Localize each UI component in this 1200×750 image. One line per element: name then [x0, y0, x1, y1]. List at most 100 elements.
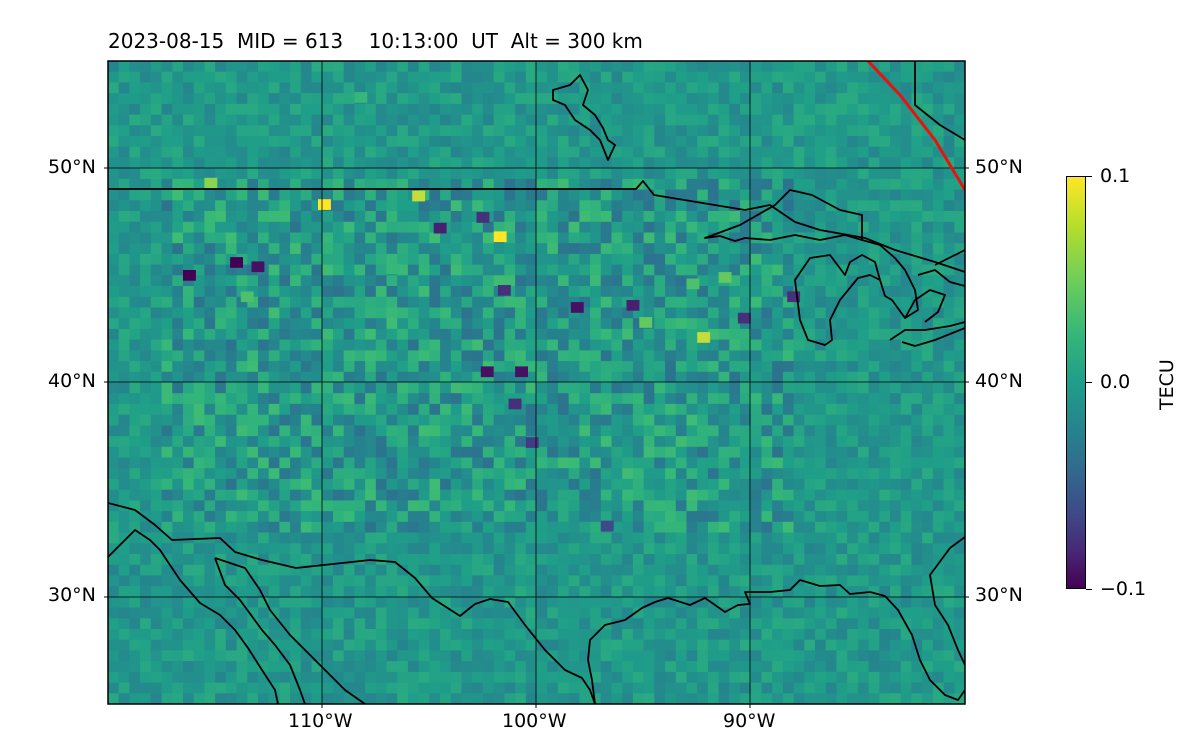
tec-cell [643, 146, 655, 158]
tec-cell [300, 543, 313, 555]
tec-cell [729, 650, 741, 662]
tec-cell [407, 521, 420, 534]
title-time: 10:13:00 UT [368, 29, 498, 53]
tec-cell [493, 693, 505, 704]
tec-cell [204, 307, 216, 319]
tec-hotspot [697, 332, 711, 343]
tec-cell [397, 607, 409, 619]
tec-cell [686, 586, 698, 598]
tec-cell [386, 371, 398, 384]
tec-cell [868, 243, 880, 255]
tec-cell [836, 554, 848, 566]
tec-cell [815, 350, 827, 362]
tec-cell [836, 671, 848, 684]
tec-cell [804, 296, 816, 309]
tec-cell [204, 275, 216, 287]
tec-cell [365, 275, 377, 287]
tec-cell [129, 554, 141, 566]
terminator-line [866, 61, 965, 191]
tec-cell [258, 168, 270, 180]
tec-cell [590, 253, 602, 266]
tec-cell [204, 168, 216, 180]
tec-cell [472, 189, 484, 201]
tec-cell [118, 318, 130, 330]
tec-cell [311, 425, 323, 437]
tec-cell [300, 339, 313, 351]
tec-cell [568, 168, 580, 180]
tec-cell [654, 629, 666, 641]
tec-cell [815, 264, 827, 276]
tec-cell [150, 596, 163, 609]
tec-cell [815, 221, 827, 234]
tec-cell [922, 511, 934, 523]
tec-cell [911, 136, 923, 148]
tec-cell [333, 93, 345, 105]
tec-cell [922, 328, 934, 341]
tec-cell [815, 596, 827, 609]
tec-cell [343, 253, 355, 266]
tec-cell [557, 211, 570, 223]
tec-cell [665, 618, 677, 630]
tec-cell [450, 168, 463, 180]
tec-cell [279, 146, 291, 158]
tec-cell [868, 489, 880, 501]
tec-cell [225, 307, 238, 319]
tec-cell [622, 382, 634, 394]
tec-cell [440, 243, 452, 255]
tec-cell [375, 178, 388, 191]
tec-cell [161, 200, 173, 212]
tec-cell [150, 575, 163, 587]
tec-cell [879, 318, 891, 330]
tec-cell [782, 275, 795, 287]
tec-cell [129, 564, 141, 576]
tec-cell [654, 607, 666, 619]
tec-cell [643, 661, 655, 673]
tec-cell [140, 189, 152, 201]
tec-cell [782, 532, 795, 544]
tec-cell [161, 211, 173, 223]
tec-cell [268, 661, 280, 673]
tec-cell [611, 457, 623, 469]
tec-cell [643, 296, 655, 309]
tec-hotspot [508, 398, 522, 410]
tec-cell [718, 286, 730, 298]
tec-cell [611, 318, 623, 330]
tec-cell [440, 82, 452, 94]
tec-cell [525, 125, 538, 137]
tec-cell [772, 114, 784, 126]
tec-cell [772, 221, 784, 234]
tec-cell [204, 468, 216, 480]
tec-cell [740, 61, 752, 73]
tec-cell [343, 457, 355, 469]
tec-cell [108, 671, 120, 684]
tec-cell [290, 436, 302, 448]
tec-cell [333, 414, 345, 426]
tec-cell [686, 532, 698, 544]
tec-cell [258, 414, 270, 426]
tec-cell [386, 468, 398, 480]
tec-cell [825, 596, 837, 609]
tec-cell [804, 532, 816, 544]
tec-cell [665, 71, 677, 83]
tec-cell [290, 168, 302, 180]
tec-cell [879, 661, 891, 673]
tec-cell [622, 82, 634, 94]
coastlines-borders [108, 61, 965, 704]
tec-cell [515, 554, 527, 566]
tec-cell [804, 478, 816, 491]
tec-cell [247, 275, 259, 287]
tec-cell [322, 575, 334, 587]
tec-cell [183, 82, 195, 94]
tec-cell [247, 586, 259, 598]
tec-cell [193, 71, 205, 83]
tec-cell [590, 393, 602, 405]
tec-cell [482, 639, 495, 651]
tec-cell [932, 350, 945, 362]
tec-cell [954, 393, 965, 405]
tec-cell [557, 596, 570, 609]
tec-cell [718, 489, 730, 501]
tec-cell [868, 71, 880, 83]
tec-cell [857, 136, 870, 148]
tec-cell [461, 125, 473, 137]
tec-cell [225, 511, 238, 523]
